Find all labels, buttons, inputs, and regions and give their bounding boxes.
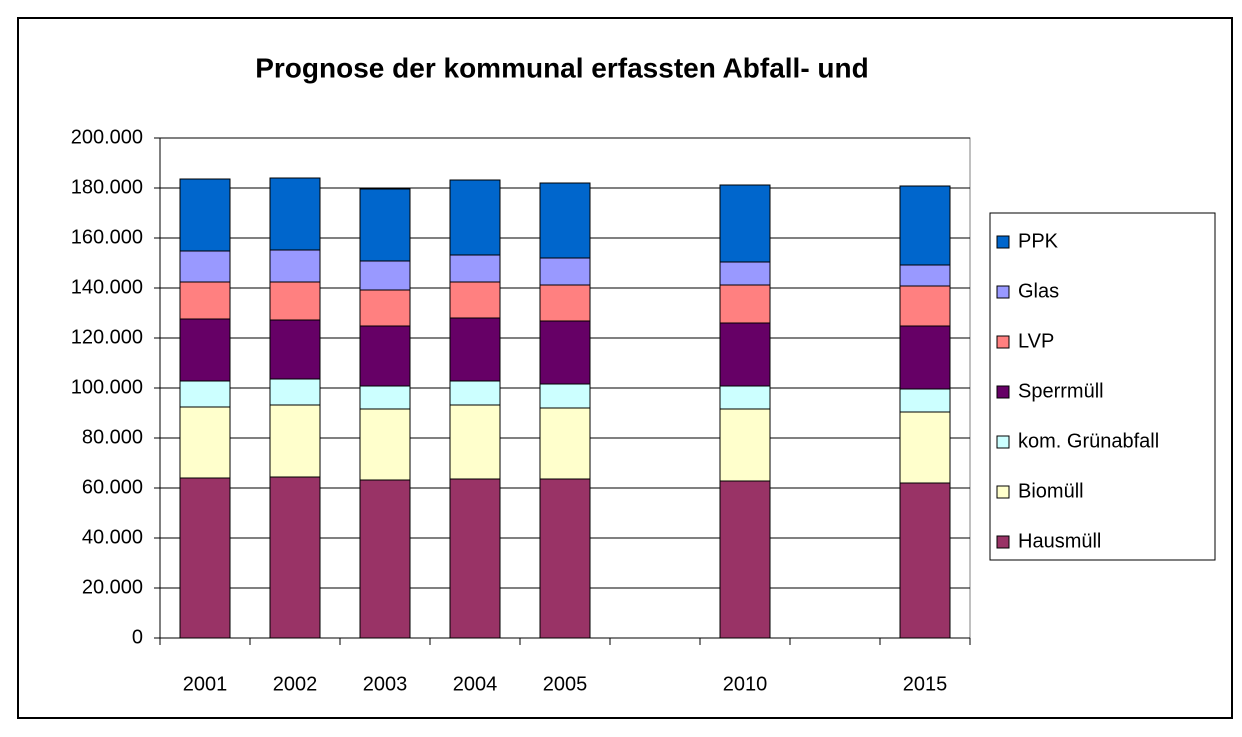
legend-label: LVP bbox=[1018, 330, 1054, 352]
bar-segment bbox=[899, 285, 951, 327]
y-tick-label: 40.000 bbox=[82, 526, 143, 548]
y-tick-label: 80.000 bbox=[82, 426, 143, 448]
y-tick-label: 60.000 bbox=[82, 476, 143, 498]
y-tick-label: 20.000 bbox=[82, 576, 143, 598]
bar-segment bbox=[449, 281, 501, 319]
bar-segment bbox=[449, 404, 501, 480]
bar-segment bbox=[449, 254, 501, 283]
legend-label: Sperrmüll bbox=[1018, 380, 1104, 402]
bar-segment bbox=[359, 408, 411, 481]
bar-segment bbox=[269, 249, 321, 283]
x-tick-label: 2015 bbox=[903, 673, 948, 695]
legend-swatch bbox=[996, 285, 1010, 299]
x-tick-label: 2005 bbox=[543, 673, 588, 695]
bar-segment bbox=[179, 406, 231, 479]
bar-segment bbox=[449, 317, 501, 382]
bar-segment bbox=[899, 388, 951, 413]
x-tick-label: 2001 bbox=[183, 673, 228, 695]
bar-segment bbox=[539, 320, 591, 385]
bar-segment bbox=[359, 325, 411, 387]
bar-segment bbox=[899, 264, 951, 287]
bar-segment bbox=[359, 188, 411, 262]
legend-swatch bbox=[996, 435, 1010, 449]
bar-segment bbox=[719, 184, 771, 263]
bar-segment bbox=[719, 261, 771, 286]
y-tick-label: 120.000 bbox=[71, 326, 143, 348]
y-tick-label: 0 bbox=[132, 626, 143, 648]
x-tick-label: 2002 bbox=[273, 673, 318, 695]
x-tick-label: 2003 bbox=[363, 673, 408, 695]
bar-segment bbox=[179, 318, 231, 382]
bar-segment bbox=[539, 383, 591, 409]
bar-segment bbox=[269, 319, 321, 380]
legend-swatch bbox=[996, 335, 1010, 349]
bar-segment bbox=[539, 478, 591, 639]
y-tick-label: 200.000 bbox=[71, 126, 143, 148]
bar-segment bbox=[269, 476, 321, 639]
legend-label: kom. Grünabfall bbox=[1018, 430, 1159, 452]
x-tick-label: 2010 bbox=[723, 673, 768, 695]
chart-title: Prognose der kommunal erfassten Abfall- … bbox=[255, 52, 869, 83]
bar-segment bbox=[179, 281, 231, 320]
bar-segment bbox=[449, 478, 501, 639]
bar-segment bbox=[179, 380, 231, 408]
bar-segment bbox=[719, 408, 771, 482]
bar-segment bbox=[359, 385, 411, 410]
bar-segment bbox=[179, 250, 231, 283]
bar-segment bbox=[269, 404, 321, 478]
legend-label: PPK bbox=[1018, 230, 1059, 252]
legend-label: Biomüll bbox=[1018, 480, 1084, 502]
bar-segment bbox=[899, 185, 951, 266]
legend-label: Glas bbox=[1018, 280, 1059, 302]
bar-segment bbox=[359, 289, 411, 327]
y-tick-label: 160.000 bbox=[71, 226, 143, 248]
x-tick-label: 2004 bbox=[453, 673, 498, 695]
bar-segment bbox=[539, 182, 591, 259]
y-tick-label: 180.000 bbox=[71, 176, 143, 198]
bar-segment bbox=[179, 178, 231, 252]
bar-segment bbox=[719, 284, 771, 324]
y-tick-label: 140.000 bbox=[71, 276, 143, 298]
bar-segment bbox=[449, 380, 501, 406]
bar-segment bbox=[269, 177, 321, 251]
bar-segment bbox=[539, 407, 591, 480]
bar-segment bbox=[899, 411, 951, 484]
bar-segment bbox=[899, 482, 951, 639]
bar-segment bbox=[449, 179, 501, 256]
legend-swatch bbox=[996, 235, 1010, 249]
bar-segment bbox=[359, 479, 411, 639]
legend-swatch bbox=[996, 385, 1010, 399]
bar-segment bbox=[269, 281, 321, 321]
legend-swatch bbox=[996, 485, 1010, 499]
legend-swatch bbox=[996, 535, 1010, 549]
legend-label: Hausmüll bbox=[1018, 530, 1101, 552]
bar-segment bbox=[719, 480, 771, 639]
bar-segment bbox=[539, 257, 591, 286]
bar-segment bbox=[269, 378, 321, 406]
bar-segment bbox=[539, 284, 591, 322]
bar-segment bbox=[719, 385, 771, 410]
bar-segment bbox=[899, 325, 951, 390]
legend-box bbox=[989, 212, 1216, 561]
bar-segment bbox=[359, 260, 411, 291]
bar-segment bbox=[719, 322, 771, 387]
y-tick-label: 100.000 bbox=[71, 376, 143, 398]
bar-segment bbox=[179, 477, 231, 639]
